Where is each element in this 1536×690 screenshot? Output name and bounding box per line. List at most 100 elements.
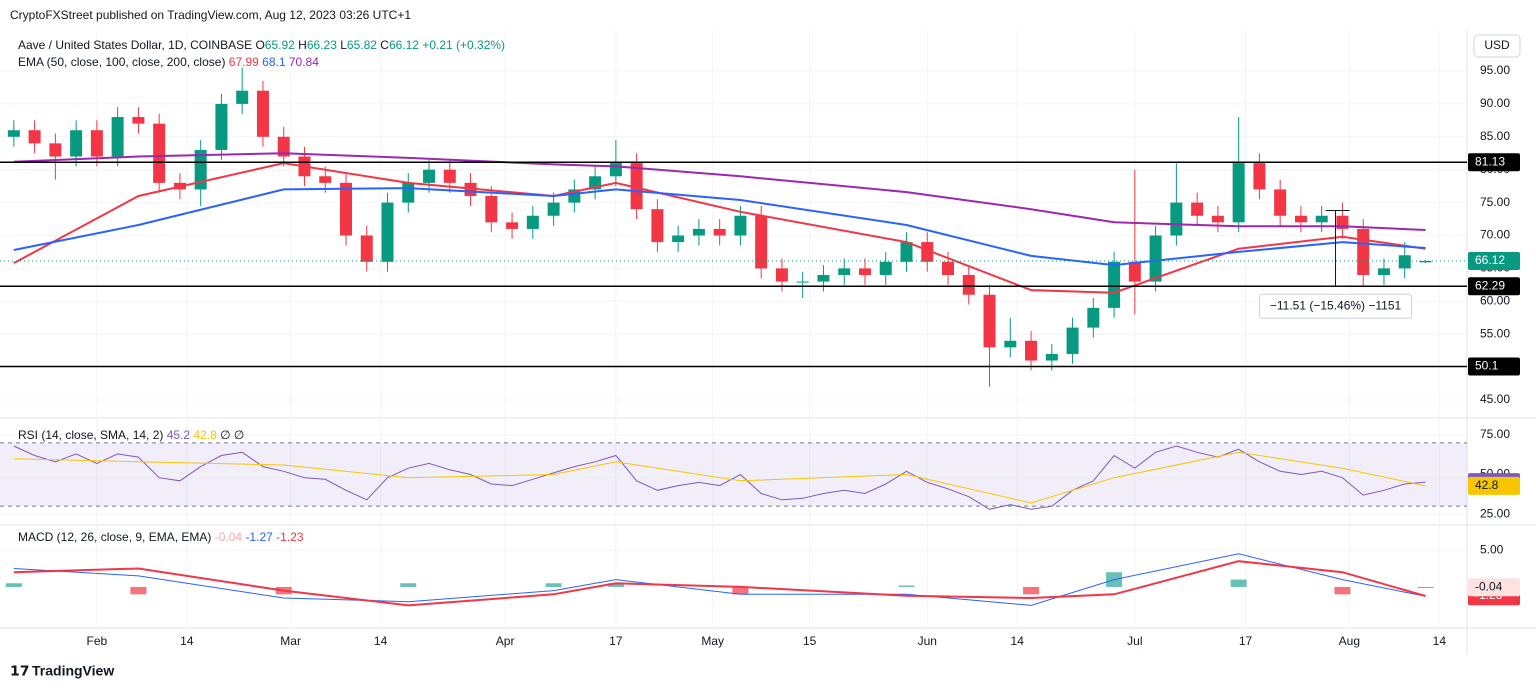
candle-body	[1149, 235, 1162, 282]
candle-body	[1025, 340, 1038, 361]
rsi-sma-line	[13, 451, 1426, 504]
candle-body	[713, 228, 726, 236]
macd-histogram-bar	[607, 583, 624, 587]
x-tick-label: 15	[803, 634, 817, 648]
macd-line	[13, 553, 1426, 606]
x-tick-label: Apr	[496, 634, 515, 648]
level-label-box	[1468, 357, 1520, 376]
x-tick-label: 14	[180, 634, 194, 648]
candle-body	[962, 274, 975, 295]
candle-body	[672, 235, 685, 243]
x-tick-label: 14	[374, 634, 388, 648]
candle-body	[838, 268, 851, 275]
macd-axis-value-box	[1468, 578, 1520, 597]
ema-legend: EMA (50, close, 100, close, 200, close) …	[18, 55, 319, 69]
candle-body	[921, 242, 934, 262]
level-label: 50.1	[1475, 359, 1499, 373]
symbol: Aave / United States Dollar, 1D, COINBAS…	[18, 38, 252, 52]
candle-body	[339, 182, 352, 236]
candle-body	[1191, 202, 1204, 216]
candle-body	[879, 261, 892, 275]
candle-body	[796, 281, 809, 283]
y-tick-label: 90.00	[1480, 96, 1510, 110]
macd-axis-value: -0.04	[1475, 579, 1503, 593]
ohlc-value: 65.82	[347, 38, 377, 52]
x-tick-label: Mar	[280, 634, 301, 648]
candle-body	[256, 90, 269, 137]
currency[interactable]: USD	[1484, 38, 1510, 52]
measure-label: −11.51 (−15.46%) −1151	[1270, 298, 1402, 312]
candle-body	[194, 149, 207, 190]
ohlc-prefix: L	[340, 38, 347, 52]
y-tick-label: 60.00	[1480, 293, 1510, 307]
rsi-title: RSI (14, close, SMA, 14, 2)	[18, 428, 163, 442]
x-tick-label: 14	[1433, 634, 1447, 648]
macd-title: MACD (12, 26, close, 9, EMA, EMA)	[18, 530, 211, 544]
y-tick-label: 75.00	[1480, 195, 1510, 209]
macd-histogram-bar	[1023, 586, 1040, 595]
candle-body	[692, 228, 705, 236]
x-tick-label: Aug	[1339, 634, 1360, 648]
last-price-label: 66.12	[1475, 253, 1505, 267]
last-price-label-box	[1468, 252, 1520, 271]
macd-value: -1.27	[245, 530, 273, 544]
ohlc-value: 66.12	[389, 38, 419, 52]
candle-body	[1398, 255, 1411, 269]
candle-body	[775, 268, 788, 282]
rsi-extra: ∅ ∅	[220, 428, 244, 442]
brand-logo: 𝟭𝟳	[10, 663, 29, 679]
rsi-axis-value: 42.8	[1475, 478, 1499, 492]
macd-histogram-bar	[732, 586, 749, 595]
candle-body	[817, 274, 830, 282]
candle-body	[1232, 163, 1245, 223]
candle-body	[1128, 261, 1141, 282]
macd-histogram-bar	[400, 583, 417, 587]
ema-line	[13, 162, 1426, 294]
x-tick-label: Feb	[87, 634, 108, 648]
candle-body	[900, 242, 913, 262]
level-label-box	[1468, 277, 1520, 296]
y-tick-label: 85.00	[1480, 129, 1510, 143]
y-tick-label: 70.00	[1480, 228, 1510, 242]
candle-body	[1419, 261, 1432, 263]
candle-body	[1315, 215, 1328, 223]
macd-histogram-bar	[545, 583, 562, 587]
macd-value: -1.23	[276, 530, 304, 544]
candle-body	[651, 209, 664, 243]
candle-body	[1294, 215, 1307, 223]
candle-body	[485, 196, 498, 223]
candle-body	[1274, 189, 1287, 216]
candle-body	[1045, 353, 1058, 361]
x-tick-label: 17	[609, 634, 623, 648]
y-tick-label: 55.00	[1480, 326, 1510, 340]
candle-body	[1087, 307, 1100, 328]
macd-value: -0.04	[215, 530, 243, 544]
y-tick-label: 95.00	[1480, 63, 1510, 77]
candle-body	[215, 103, 228, 150]
candle-body	[1066, 327, 1079, 354]
currency-button[interactable]	[1473, 34, 1521, 58]
candle-body	[609, 163, 622, 177]
candle-body	[755, 215, 768, 269]
candle-body	[111, 117, 124, 157]
x-tick-label: 14	[1011, 634, 1025, 648]
rsi-axis-value-box	[1468, 476, 1520, 495]
rsi-line	[13, 445, 1426, 510]
candle-body	[90, 130, 103, 157]
candle-body	[1004, 340, 1017, 348]
x-tick-label: Jul	[1127, 634, 1142, 648]
y-tick-label: 45.00	[1480, 392, 1510, 406]
candle-body	[132, 117, 145, 124]
change: +0.21 (+0.32%)	[422, 38, 505, 52]
ema-line	[13, 187, 1426, 267]
rsi-value: 42.8	[193, 428, 217, 442]
ohlc-prefix: H	[298, 38, 307, 52]
candle-body	[402, 182, 415, 203]
candle-body	[942, 261, 955, 275]
candle-body	[319, 176, 332, 183]
candle-body	[381, 202, 394, 262]
macd-histogram-bar	[1230, 579, 1247, 587]
macd-histogram-bar	[1334, 586, 1351, 595]
x-tick-label: 17	[1239, 634, 1253, 648]
macd-histogram-bar	[898, 585, 915, 587]
